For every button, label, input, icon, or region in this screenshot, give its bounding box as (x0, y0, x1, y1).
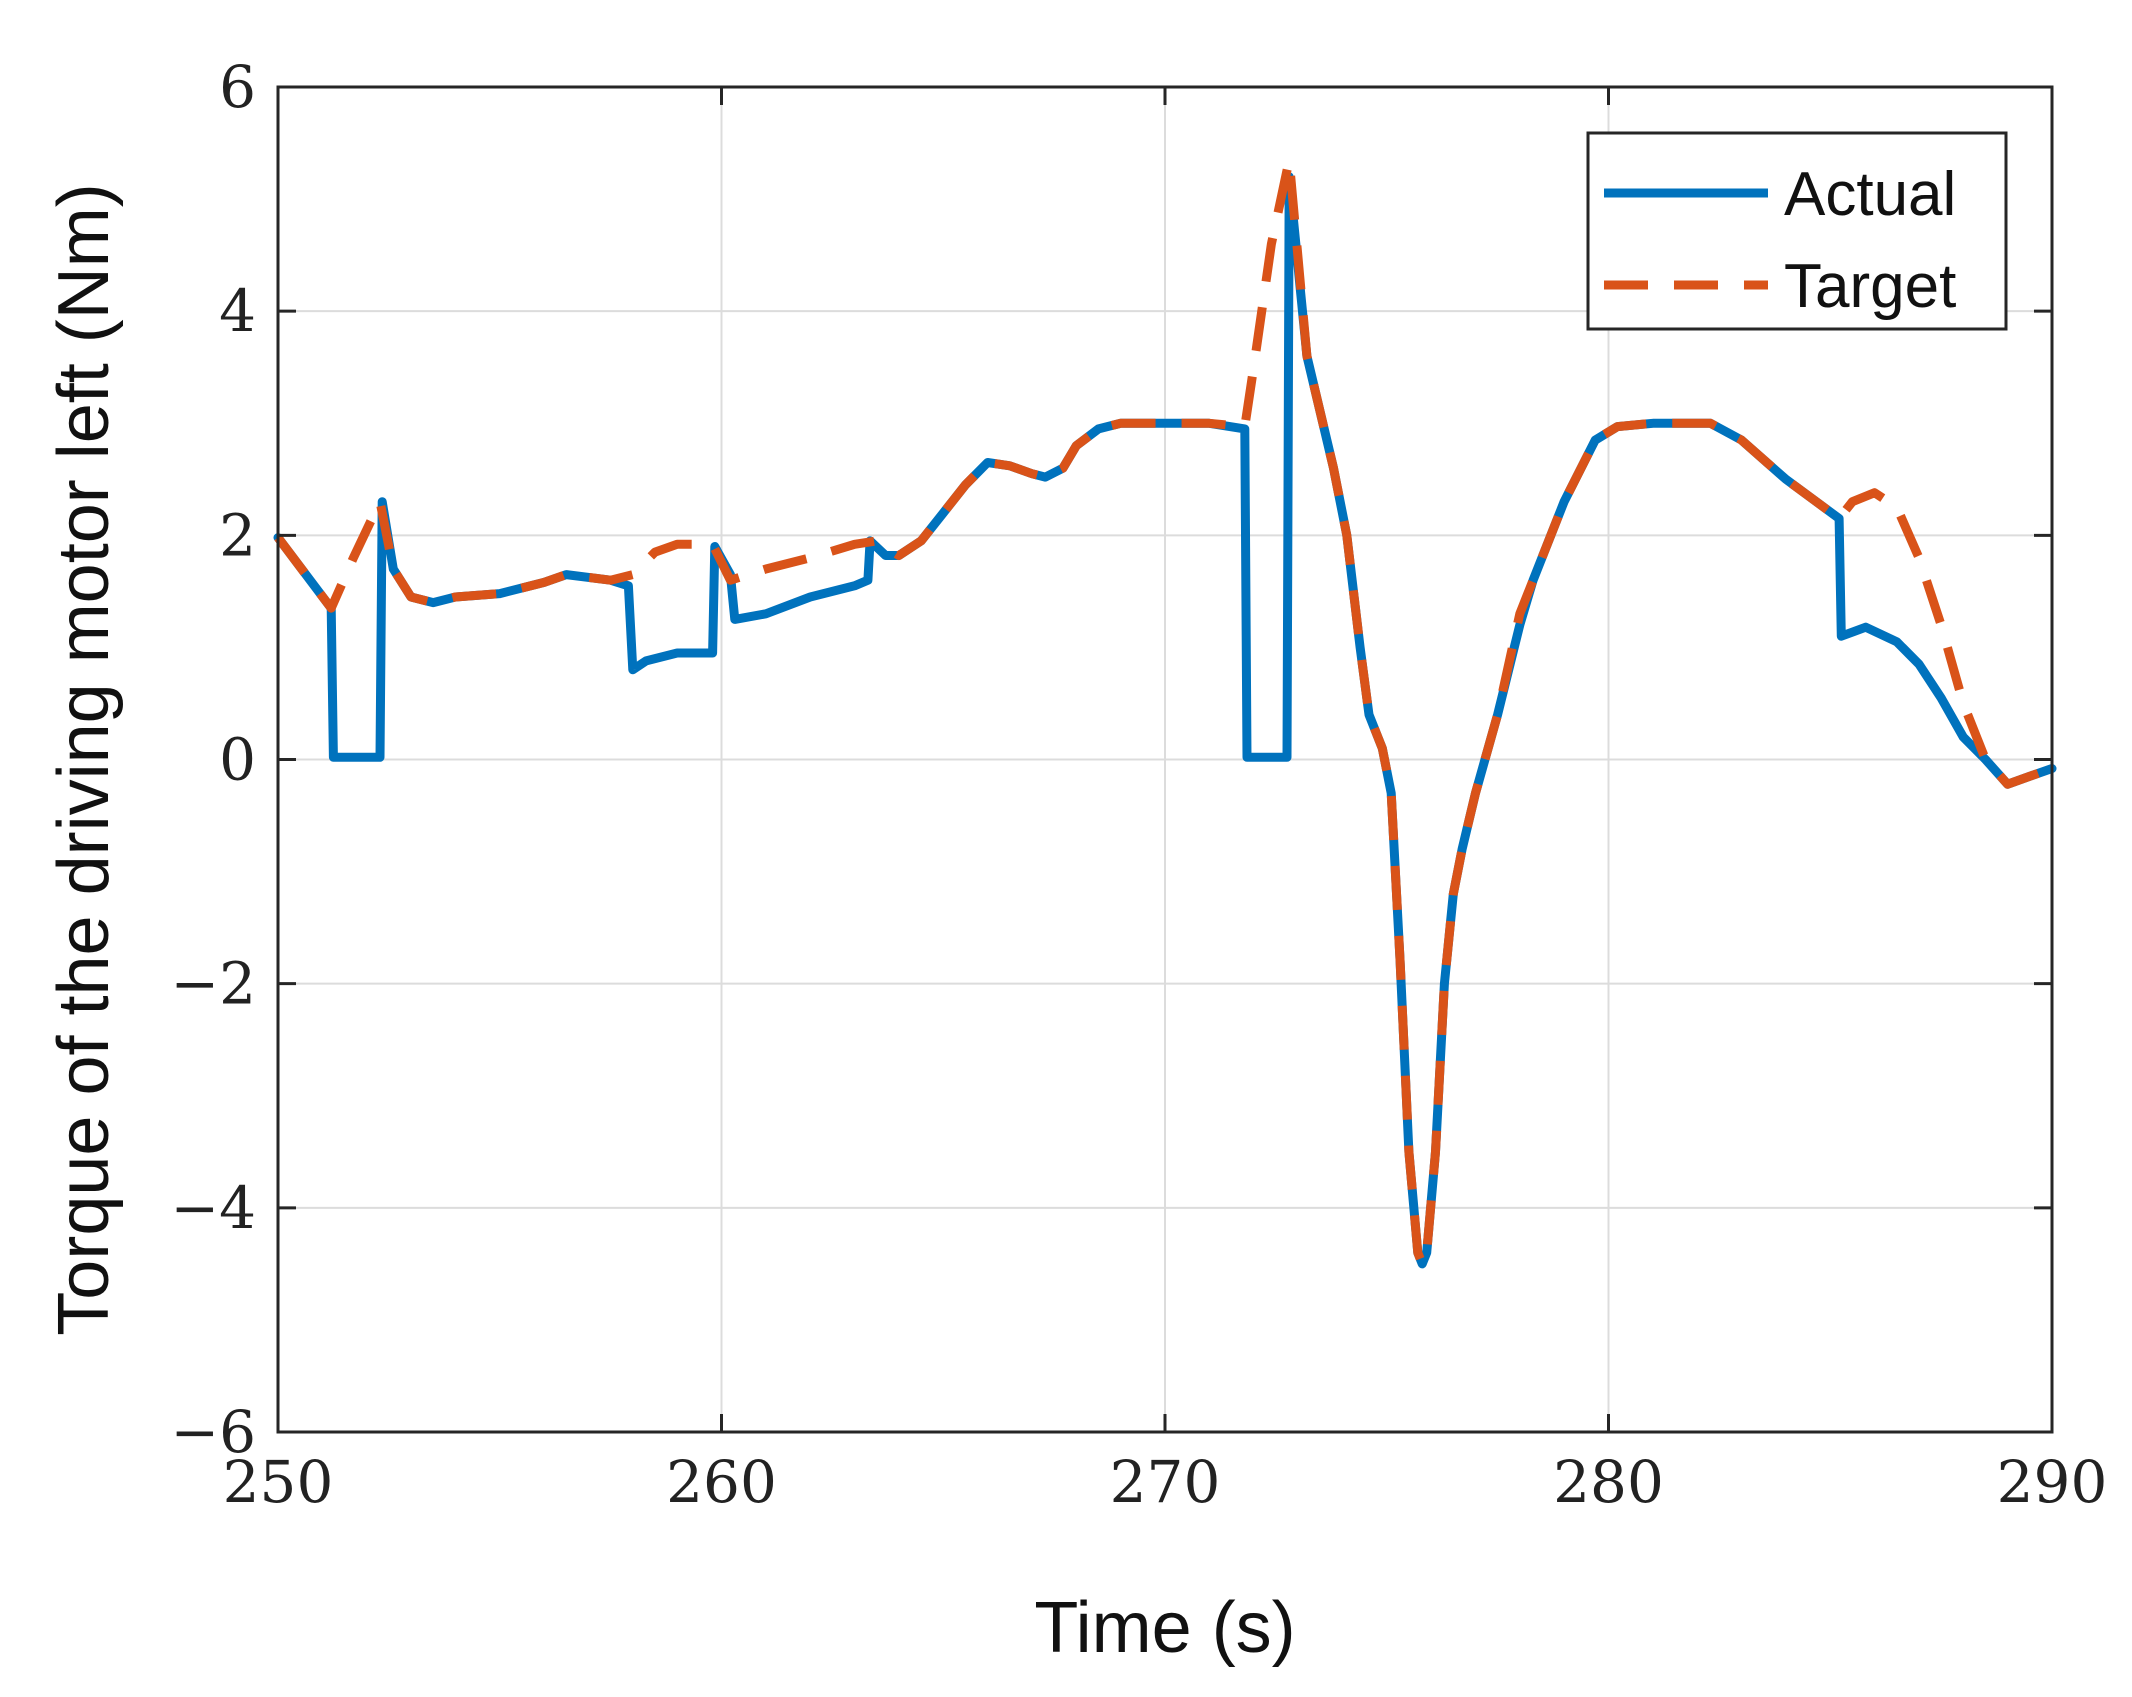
x-tick-label-3: 280 (1553, 1448, 1664, 1516)
y-tick-label-5: 4 (219, 277, 256, 345)
x-tick-label-0: 250 (223, 1448, 334, 1516)
y-tick-label-2: −2 (171, 950, 257, 1018)
y-tick-label-4: 2 (219, 501, 256, 569)
x-tick-label-2: 270 (1110, 1448, 1221, 1516)
x-tick-label-1: 260 (666, 1448, 777, 1516)
legend: Actual Target (1586, 131, 2008, 331)
x-tick-labels: 250 260 270 280 290 (223, 1448, 2108, 1516)
legend-label-target: Target (1784, 252, 1956, 321)
legend-label-actual: Actual (1784, 160, 1956, 229)
y-tick-labels: −6 −4 −2 0 2 4 6 (171, 53, 257, 1466)
x-tick-label-4: 290 (1997, 1448, 2108, 1516)
x-axis-label: Time (s) (1034, 1588, 1295, 1668)
series-line-target (274, 155, 2054, 1269)
y-tick-label-0: −6 (171, 1398, 257, 1466)
ticks (276, 85, 2054, 1434)
y-tick-label-1: −4 (171, 1174, 257, 1242)
legend-box (1586, 131, 2008, 331)
y-axis-label: Torque of the driving motor left (Nm) (44, 183, 124, 1335)
series-area (273, 155, 2057, 1269)
y-tick-label-3: 0 (219, 726, 256, 794)
y-tick-label-6: 6 (219, 53, 256, 121)
